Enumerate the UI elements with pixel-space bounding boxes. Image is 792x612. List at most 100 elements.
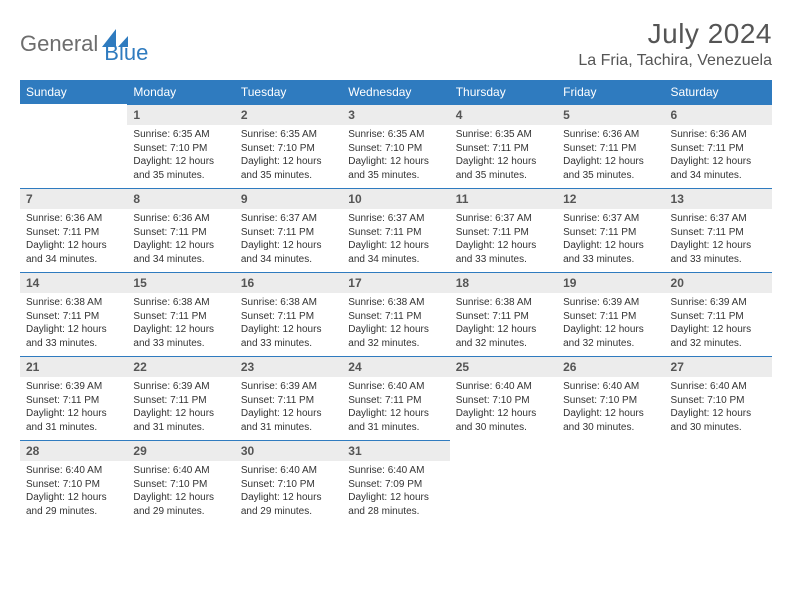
calendar-day-cell: 6Sunrise: 6:36 AMSunset: 7:11 PMDaylight… [665, 104, 772, 188]
day-details: Sunrise: 6:38 AMSunset: 7:11 PMDaylight:… [450, 293, 557, 354]
calendar-day-cell: 10Sunrise: 6:37 AMSunset: 7:11 PMDayligh… [342, 188, 449, 272]
day-number: 21 [20, 356, 127, 377]
day-details: Sunrise: 6:37 AMSunset: 7:11 PMDaylight:… [235, 209, 342, 270]
weekday-header-row: Sunday Monday Tuesday Wednesday Thursday… [20, 80, 772, 104]
sunset-text: Sunset: 7:11 PM [241, 226, 336, 240]
daylight-text: Daylight: 12 hours and 35 minutes. [133, 155, 228, 182]
sunrise-text: Sunrise: 6:38 AM [26, 296, 121, 310]
day-number: 22 [127, 356, 234, 377]
daylight-text: Daylight: 12 hours and 28 minutes. [348, 491, 443, 518]
weekday-header: Friday [557, 80, 664, 104]
sunset-text: Sunset: 7:11 PM [26, 310, 121, 324]
sunrise-text: Sunrise: 6:38 AM [241, 296, 336, 310]
sunrise-text: Sunrise: 6:39 AM [241, 380, 336, 394]
calendar-day-cell: 1Sunrise: 6:35 AMSunset: 7:10 PMDaylight… [127, 104, 234, 188]
month-title: July 2024 [578, 18, 772, 50]
daylight-text: Daylight: 12 hours and 33 minutes. [26, 323, 121, 350]
day-details: Sunrise: 6:37 AMSunset: 7:11 PMDaylight:… [557, 209, 664, 270]
day-details: Sunrise: 6:40 AMSunset: 7:10 PMDaylight:… [450, 377, 557, 438]
sunrise-text: Sunrise: 6:40 AM [348, 380, 443, 394]
day-details: Sunrise: 6:37 AMSunset: 7:11 PMDaylight:… [665, 209, 772, 270]
calendar-week-row: 14Sunrise: 6:38 AMSunset: 7:11 PMDayligh… [20, 272, 772, 356]
calendar-day-cell: 31Sunrise: 6:40 AMSunset: 7:09 PMDayligh… [342, 440, 449, 524]
day-number: 11 [450, 188, 557, 209]
day-details: Sunrise: 6:36 AMSunset: 7:11 PMDaylight:… [557, 125, 664, 186]
sunset-text: Sunset: 7:11 PM [563, 142, 658, 156]
day-number: 9 [235, 188, 342, 209]
day-details: Sunrise: 6:40 AMSunset: 7:11 PMDaylight:… [342, 377, 449, 438]
daylight-text: Daylight: 12 hours and 34 minutes. [241, 239, 336, 266]
sunset-text: Sunset: 7:11 PM [26, 226, 121, 240]
day-details: Sunrise: 6:40 AMSunset: 7:09 PMDaylight:… [342, 461, 449, 522]
weekday-header: Wednesday [342, 80, 449, 104]
daylight-text: Daylight: 12 hours and 30 minutes. [671, 407, 766, 434]
calendar-day-cell: 27Sunrise: 6:40 AMSunset: 7:10 PMDayligh… [665, 356, 772, 440]
calendar-day-cell: 19Sunrise: 6:39 AMSunset: 7:11 PMDayligh… [557, 272, 664, 356]
location-text: La Fria, Tachira, Venezuela [578, 52, 772, 70]
daylight-text: Daylight: 12 hours and 32 minutes. [671, 323, 766, 350]
sunset-text: Sunset: 7:11 PM [133, 394, 228, 408]
sunrise-text: Sunrise: 6:37 AM [348, 212, 443, 226]
calendar-day-cell [665, 440, 772, 524]
day-number: 18 [450, 272, 557, 293]
day-number: 25 [450, 356, 557, 377]
sunset-text: Sunset: 7:11 PM [456, 226, 551, 240]
day-number: 26 [557, 356, 664, 377]
sunrise-text: Sunrise: 6:39 AM [133, 380, 228, 394]
day-details: Sunrise: 6:39 AMSunset: 7:11 PMDaylight:… [20, 377, 127, 438]
day-details: Sunrise: 6:36 AMSunset: 7:11 PMDaylight:… [127, 209, 234, 270]
calendar-day-cell: 26Sunrise: 6:40 AMSunset: 7:10 PMDayligh… [557, 356, 664, 440]
day-number: 6 [665, 104, 772, 125]
calendar-day-cell: 8Sunrise: 6:36 AMSunset: 7:11 PMDaylight… [127, 188, 234, 272]
sunset-text: Sunset: 7:11 PM [563, 310, 658, 324]
sunrise-text: Sunrise: 6:38 AM [348, 296, 443, 310]
sunset-text: Sunset: 7:10 PM [26, 478, 121, 492]
sunrise-text: Sunrise: 6:40 AM [563, 380, 658, 394]
sunset-text: Sunset: 7:10 PM [241, 478, 336, 492]
sunset-text: Sunset: 7:11 PM [456, 142, 551, 156]
day-number: 14 [20, 272, 127, 293]
sunrise-text: Sunrise: 6:40 AM [133, 464, 228, 478]
day-number: 20 [665, 272, 772, 293]
sunset-text: Sunset: 7:11 PM [456, 310, 551, 324]
sunrise-text: Sunrise: 6:37 AM [241, 212, 336, 226]
day-number: 5 [557, 104, 664, 125]
calendar-day-cell: 17Sunrise: 6:38 AMSunset: 7:11 PMDayligh… [342, 272, 449, 356]
daylight-text: Daylight: 12 hours and 35 minutes. [456, 155, 551, 182]
calendar-day-cell: 20Sunrise: 6:39 AMSunset: 7:11 PMDayligh… [665, 272, 772, 356]
sunset-text: Sunset: 7:11 PM [241, 310, 336, 324]
daylight-text: Daylight: 12 hours and 31 minutes. [348, 407, 443, 434]
day-number: 27 [665, 356, 772, 377]
daylight-text: Daylight: 12 hours and 35 minutes. [348, 155, 443, 182]
sunset-text: Sunset: 7:11 PM [671, 226, 766, 240]
day-details: Sunrise: 6:35 AMSunset: 7:10 PMDaylight:… [127, 125, 234, 186]
daylight-text: Daylight: 12 hours and 34 minutes. [348, 239, 443, 266]
day-number: 13 [665, 188, 772, 209]
day-details: Sunrise: 6:35 AMSunset: 7:10 PMDaylight:… [342, 125, 449, 186]
daylight-text: Daylight: 12 hours and 35 minutes. [241, 155, 336, 182]
day-number: 2 [235, 104, 342, 125]
daylight-text: Daylight: 12 hours and 32 minutes. [348, 323, 443, 350]
sunset-text: Sunset: 7:11 PM [133, 226, 228, 240]
calendar-day-cell: 12Sunrise: 6:37 AMSunset: 7:11 PMDayligh… [557, 188, 664, 272]
day-details: Sunrise: 6:38 AMSunset: 7:11 PMDaylight:… [235, 293, 342, 354]
sunset-text: Sunset: 7:10 PM [133, 478, 228, 492]
sunrise-text: Sunrise: 6:35 AM [348, 128, 443, 142]
sunset-text: Sunset: 7:11 PM [241, 394, 336, 408]
calendar-day-cell: 7Sunrise: 6:36 AMSunset: 7:11 PMDaylight… [20, 188, 127, 272]
weekday-header: Monday [127, 80, 234, 104]
day-number: 3 [342, 104, 449, 125]
weekday-header: Sunday [20, 80, 127, 104]
calendar-table: Sunday Monday Tuesday Wednesday Thursday… [20, 80, 772, 524]
day-details: Sunrise: 6:39 AMSunset: 7:11 PMDaylight:… [127, 377, 234, 438]
day-details: Sunrise: 6:35 AMSunset: 7:11 PMDaylight:… [450, 125, 557, 186]
day-number: 30 [235, 440, 342, 461]
day-number: 28 [20, 440, 127, 461]
calendar-day-cell: 11Sunrise: 6:37 AMSunset: 7:11 PMDayligh… [450, 188, 557, 272]
sunset-text: Sunset: 7:11 PM [563, 226, 658, 240]
daylight-text: Daylight: 12 hours and 31 minutes. [133, 407, 228, 434]
day-number: 8 [127, 188, 234, 209]
day-number: 29 [127, 440, 234, 461]
calendar-day-cell: 15Sunrise: 6:38 AMSunset: 7:11 PMDayligh… [127, 272, 234, 356]
sunset-text: Sunset: 7:10 PM [133, 142, 228, 156]
